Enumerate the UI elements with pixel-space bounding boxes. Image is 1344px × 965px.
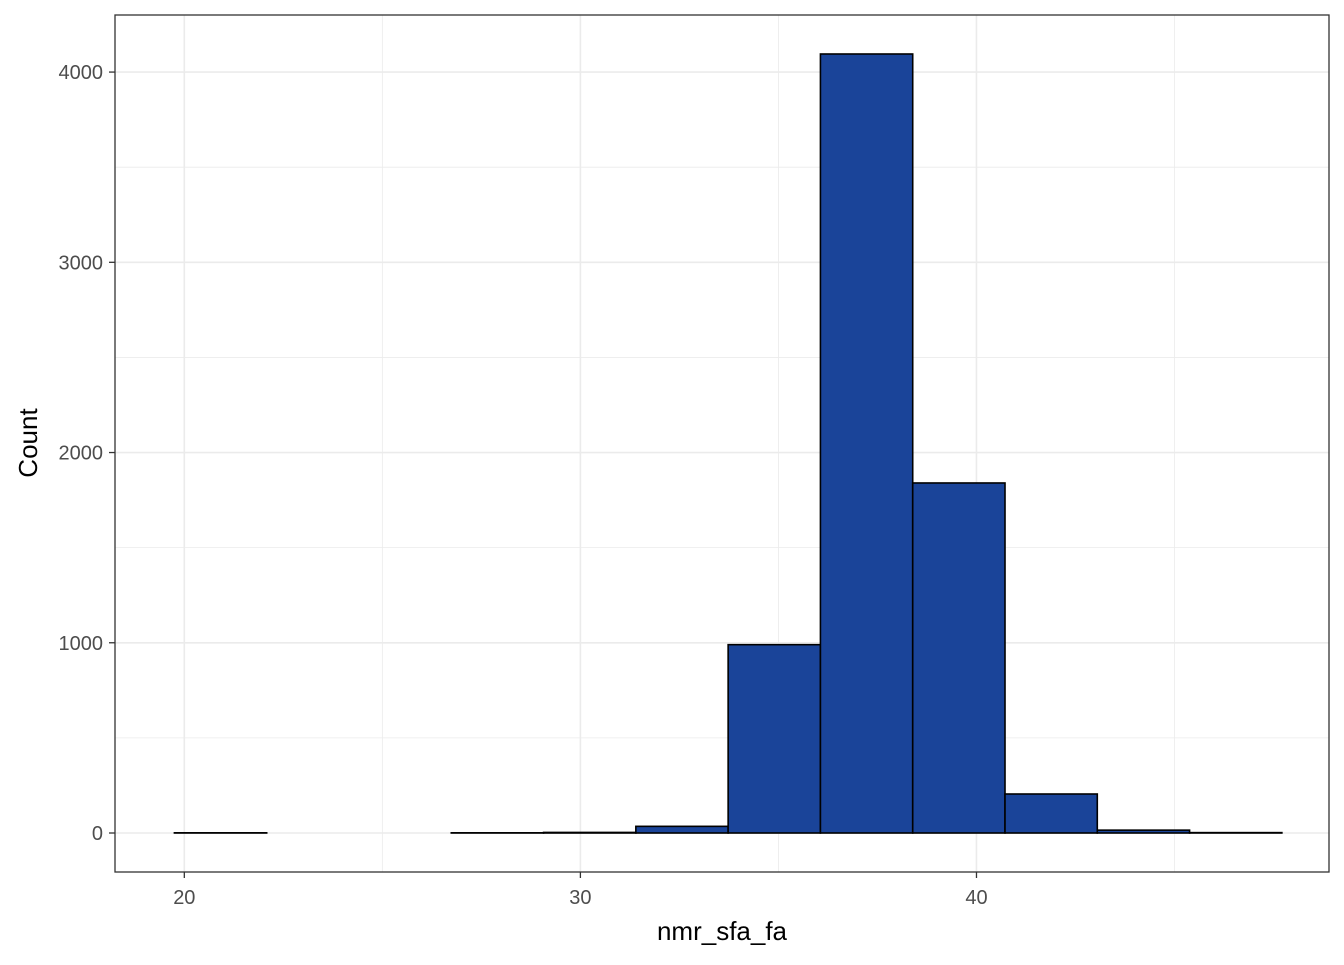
x-tick-label: 40	[965, 887, 987, 909]
x-tick-label: 20	[173, 887, 195, 909]
y-tick-label: 4000	[59, 62, 104, 84]
y-tick-label: 3000	[59, 252, 104, 274]
histogram-bar	[636, 826, 728, 833]
histogram-bar	[913, 483, 1005, 833]
histogram-bar	[1097, 830, 1189, 833]
histogram-bar	[820, 54, 912, 833]
y-tick-label: 2000	[59, 443, 104, 465]
x-tick-label: 30	[569, 887, 591, 909]
histogram-bar	[544, 832, 636, 833]
histogram-bar	[728, 645, 820, 833]
histogram-bar	[1005, 794, 1097, 833]
y-tick-label: 1000	[59, 633, 104, 655]
x-axis-title: nmr_sfa_fa	[657, 916, 788, 946]
y-tick-label: 0	[92, 823, 103, 845]
y-axis-title: Count	[13, 408, 43, 478]
